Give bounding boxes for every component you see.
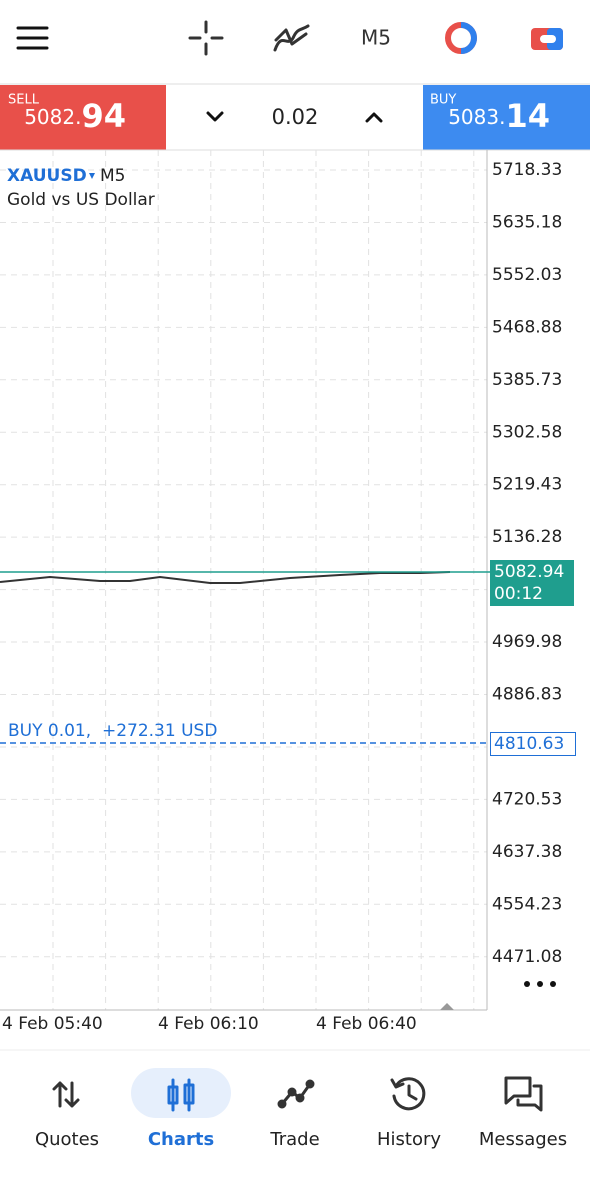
price-axis-label: 5468.88 xyxy=(492,317,562,337)
price-axis-label: 4720.53 xyxy=(492,789,562,809)
account-button[interactable] xyxy=(445,22,477,54)
price-axis-label: 5219.43 xyxy=(492,475,562,495)
history-icon xyxy=(390,1077,426,1111)
time-axis-label: 4 Feb 05:40 xyxy=(2,1014,103,1034)
quotes-icon xyxy=(52,1081,80,1108)
bar-countdown: 00:12 xyxy=(494,584,543,604)
price-axis-label: 4886.83 xyxy=(492,685,562,705)
volume-panel xyxy=(166,85,423,150)
symbol-description: Gold vs US Dollar xyxy=(7,190,155,210)
price-axis-label: 4554.23 xyxy=(492,894,562,914)
chart-timeframe: M5 xyxy=(100,166,125,186)
trade-panel: SELL 5082.94 0.02 BUY 5083.14 xyxy=(0,85,590,150)
buy-price: 5083.14 xyxy=(448,97,550,135)
position-price-box xyxy=(490,732,576,756)
buy-label: BUY xyxy=(430,93,456,108)
nav-tab[interactable]: History xyxy=(377,1129,441,1150)
price-axis-label: 4471.08 xyxy=(492,947,562,967)
charts-icon xyxy=(167,1078,195,1112)
position-label[interactable]: BUY 0.01, +272.31 USD xyxy=(8,721,217,741)
nav-tab[interactable]: Trade xyxy=(269,1129,319,1150)
volume[interactable]: 0.02 xyxy=(272,105,319,129)
trade-icon xyxy=(277,1079,315,1109)
sell-price-big: 94 xyxy=(81,97,126,135)
sell-price-main: 5082. xyxy=(24,105,81,129)
sell-button[interactable] xyxy=(0,85,166,150)
chart-grid xyxy=(0,150,487,1010)
price-axis-label: 5302.58 xyxy=(492,422,562,442)
nav-tab[interactable]: Messages xyxy=(479,1129,567,1150)
price-axis-label: 5635.18 xyxy=(492,212,562,232)
volume-up[interactable] xyxy=(365,112,383,123)
trade-toggle-button[interactable] xyxy=(531,28,563,50)
messages-icon xyxy=(504,1076,543,1112)
time-axis-label: 4 Feb 06:40 xyxy=(316,1014,417,1034)
sell-label: SELL xyxy=(8,93,40,108)
indicators-button[interactable] xyxy=(273,24,310,52)
price-axis-label: 5552.03 xyxy=(492,265,562,285)
price-line xyxy=(0,571,451,584)
price-axis-label: 5718.33 xyxy=(492,160,562,180)
volume-down[interactable] xyxy=(206,111,224,122)
timeframe-button[interactable]: M5 xyxy=(361,26,391,50)
price-axis-label: 5136.28 xyxy=(492,527,562,547)
toolbar: M5 xyxy=(16,20,563,56)
crosshair-button[interactable] xyxy=(188,20,224,56)
current-price: 5082.94 xyxy=(494,562,564,582)
buy-price-big: 14 xyxy=(505,97,550,135)
current-price-box xyxy=(490,560,574,606)
active-tab-indicator xyxy=(131,1068,231,1118)
buy-price-main: 5083. xyxy=(448,105,505,129)
bottom-nav: Quotes Charts Trade History Messages xyxy=(35,1129,567,1150)
sell-price: 5082.94 xyxy=(24,97,126,135)
nav-tab[interactable]: Charts xyxy=(148,1129,214,1150)
price-axis-label: 4969.98 xyxy=(492,632,562,652)
symbol-dropdown[interactable] xyxy=(89,173,95,179)
buy-button[interactable] xyxy=(423,85,590,150)
more-button[interactable] xyxy=(524,981,556,987)
price-axis-label: 5385.73 xyxy=(492,370,562,390)
nav-icons xyxy=(52,1076,543,1112)
symbol[interactable]: XAUUSD xyxy=(7,166,87,186)
position-price: 4810.63 xyxy=(494,734,564,754)
nav-tab[interactable]: Quotes xyxy=(35,1129,99,1150)
menu-button[interactable] xyxy=(16,26,49,50)
axes: 5718.33 5635.18 5552.03 5468.88 5385.73 5302.… xyxy=(2,160,562,1034)
price-axis-label: 4637.38 xyxy=(492,842,562,862)
time-axis-label: 4 Feb 06:10 xyxy=(158,1014,259,1034)
scroll-marker[interactable] xyxy=(440,1003,454,1010)
